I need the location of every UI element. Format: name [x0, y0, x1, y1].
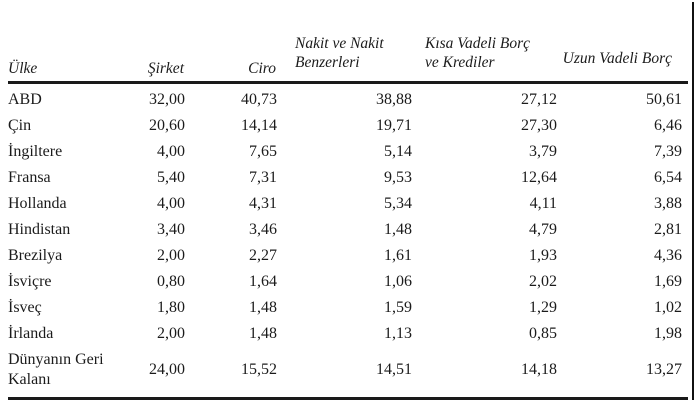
cell-country: Çin: [8, 117, 32, 134]
cell-country: Brezilya: [8, 247, 63, 264]
cell-value: 12,64: [521, 169, 557, 186]
cell-value: 1,64: [249, 273, 277, 290]
cell-value: 14,18: [521, 361, 557, 378]
cell-value: 13,27: [646, 361, 682, 378]
table-row: Dünyanın Geri Kalanı 24,00 15,52 14,51 14,18…: [8, 347, 688, 399]
table-row: Hindistan 3,40 3,46 1,48 4,79 2,81: [8, 217, 688, 243]
cell-value: 1,93: [529, 247, 557, 264]
cell-value: 1,98: [654, 325, 682, 342]
cell-value: 5,40: [157, 169, 185, 186]
cell-value: 4,31: [249, 195, 277, 212]
cell-value: 1,02: [654, 299, 682, 316]
cell-value: 7,65: [249, 143, 277, 160]
cell-value: 4,11: [529, 195, 557, 212]
cell-value: 4,00: [157, 143, 185, 160]
cell-value: 24,00: [149, 361, 185, 378]
cell-value: 4,00: [157, 195, 185, 212]
table-header: Ülke Şirket Ciro Nakit ve Nakit Benzerle…: [8, 10, 688, 84]
cell-country: Dünyanın Geri Kalanı: [8, 351, 104, 388]
cell-value: 1,48: [384, 221, 412, 238]
cell-value: 1,48: [249, 325, 277, 342]
cell-value: 7,39: [654, 143, 682, 160]
cell-value: 1,59: [384, 299, 412, 316]
cell-value: 40,73: [241, 91, 277, 108]
cell-value: 2,02: [529, 273, 557, 290]
cell-value: 1,48: [249, 299, 277, 316]
column-header-kisa-vadeli: Kısa Vadeli Borç ve Krediler: [412, 10, 557, 84]
cell-value: 20,60: [149, 117, 185, 134]
table-row: İrlanda 2,00 1,48 1,13 0,85 1,98: [8, 321, 688, 347]
page-edge-line: [692, 2, 694, 400]
table-row: Fransa 5,40 7,31 9,53 12,64 6,54: [8, 165, 688, 191]
column-header-ulke: Ülke: [8, 10, 123, 84]
cell-value: 27,30: [521, 117, 557, 134]
cell-value: 38,88: [376, 91, 412, 108]
table-row: Hollanda 4,00 4,31 5,34 4,11 3,88: [8, 191, 688, 217]
cell-value: 2,27: [249, 247, 277, 264]
cell-value: 9,53: [384, 169, 412, 186]
cell-value: 6,54: [654, 169, 682, 186]
cell-value: 0,85: [529, 325, 557, 342]
cell-value: 19,71: [376, 117, 412, 134]
cell-country: İngiltere: [8, 143, 63, 160]
cell-value: 3,46: [249, 221, 277, 238]
table-row: İsveç 1,80 1,48 1,59 1,29 1,02: [8, 295, 688, 321]
cell-value: 0,80: [157, 273, 185, 290]
cell-country: Fransa: [8, 169, 51, 186]
cell-value: 3,79: [529, 143, 557, 160]
cell-value: 1,29: [529, 299, 557, 316]
cell-value: 14,14: [241, 117, 277, 134]
cell-value: 15,52: [241, 361, 277, 378]
header-row: Ülke Şirket Ciro Nakit ve Nakit Benzerle…: [8, 10, 688, 84]
cell-country: Hindistan: [8, 221, 71, 238]
cell-country: ABD: [8, 91, 42, 108]
cell-value: 2,00: [157, 247, 185, 264]
table-row: Brezilya 2,00 2,27 1,61 1,93 4,36: [8, 243, 688, 269]
cell-value: 1,13: [384, 325, 412, 342]
cell-value: 5,14: [384, 143, 412, 160]
cell-value: 1,61: [384, 247, 412, 264]
cell-value: 50,61: [646, 91, 682, 108]
cell-value: 3,88: [654, 195, 682, 212]
cell-value: 7,31: [249, 169, 277, 186]
cell-value: 1,06: [384, 273, 412, 290]
cell-value: 32,00: [149, 91, 185, 108]
financial-table: Ülke Şirket Ciro Nakit ve Nakit Benzerle…: [8, 10, 688, 400]
cell-value: 4,79: [529, 221, 557, 238]
cell-country: Hollanda: [8, 195, 67, 212]
table-body: ABD 32,00 40,73 38,88 27,12 50,61 Çin 20,60 14,1…: [8, 83, 688, 399]
cell-value: 2,81: [654, 221, 682, 238]
cell-value: 14,51: [376, 361, 412, 378]
cell-value: 27,12: [521, 91, 557, 108]
column-header-nakit: Nakit ve Nakit Benzerleri: [277, 10, 412, 84]
cell-value: 2,00: [157, 325, 185, 342]
cell-value: 3,40: [157, 221, 185, 238]
cell-value: 1,69: [654, 273, 682, 290]
column-header-sirket: Şirket: [123, 10, 185, 84]
cell-value: 5,34: [384, 195, 412, 212]
cell-country: İrlanda: [8, 325, 54, 342]
table-row: ABD 32,00 40,73 38,88 27,12 50,61: [8, 83, 688, 114]
cell-country: İsveç: [8, 299, 42, 316]
cell-value: 1,80: [157, 299, 185, 316]
table-row: İsviçre 0,80 1,64 1,06 2,02 1,69: [8, 269, 688, 295]
cell-value: 6,46: [654, 117, 682, 134]
column-header-ciro: Ciro: [185, 10, 277, 84]
cell-country: İsviçre: [8, 273, 52, 290]
table-row: İngiltere 4,00 7,65 5,14 3,79 7,39: [8, 139, 688, 165]
column-header-uzun-vadeli: Uzun Vadeli Borç: [557, 10, 688, 84]
cell-value: 4,36: [654, 247, 682, 264]
table-row: Çin 20,60 14,14 19,71 27,30 6,46: [8, 113, 688, 139]
